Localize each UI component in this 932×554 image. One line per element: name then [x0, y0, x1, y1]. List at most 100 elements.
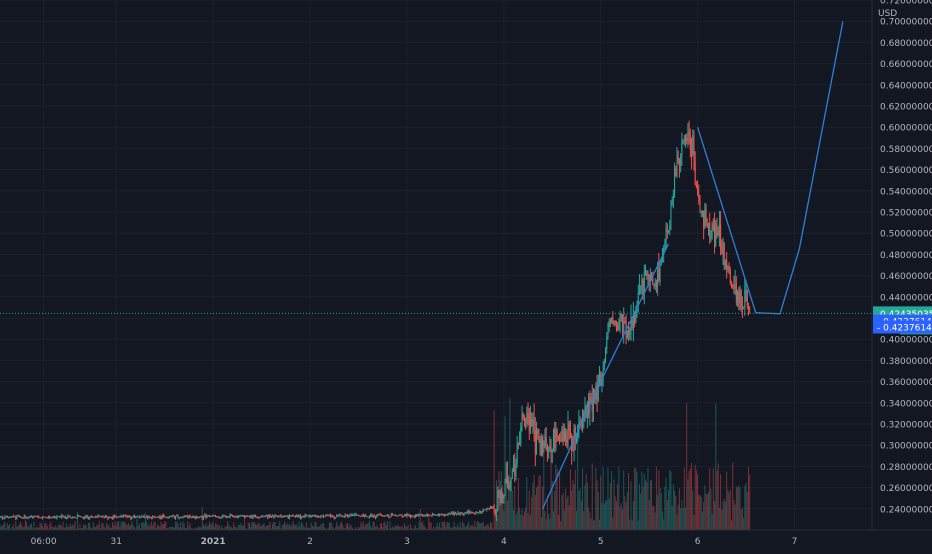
volume-bar — [163, 523, 164, 530]
trendline[interactable] — [696, 127, 757, 313]
candle-body — [446, 514, 448, 516]
candle-body — [199, 516, 201, 518]
time-axis-panel[interactable] — [0, 530, 932, 550]
volume-bar — [368, 520, 370, 530]
volume-bar — [617, 484, 619, 530]
volume-bar — [714, 501, 716, 530]
volume-bar — [320, 524, 322, 530]
volume-bar — [38, 527, 40, 530]
time-axis[interactable]: 06:00 31 2021 2 3 4 5 6 7 — [31, 537, 798, 547]
volume-bar — [348, 526, 350, 530]
volume-bar — [747, 466, 749, 530]
candle-body — [33, 516, 35, 518]
volume-bar — [114, 521, 116, 530]
volume-bar — [599, 519, 600, 530]
volume-bar — [401, 525, 403, 530]
candle-body — [546, 445, 548, 451]
candle-body — [308, 515, 310, 517]
candle-body — [230, 514, 232, 516]
candle-body — [658, 269, 660, 281]
candle-body — [35, 515, 37, 517]
price-axis-panel[interactable] — [872, 0, 932, 550]
candle-body — [118, 516, 120, 518]
time-tick-label: 31 — [111, 537, 122, 547]
volume-bar — [372, 521, 374, 530]
candle-body — [382, 515, 384, 517]
candle-body — [215, 516, 217, 518]
volume-bar — [503, 510, 505, 530]
volume-bar — [120, 521, 122, 530]
volume-bar — [640, 494, 642, 530]
volume-bar — [657, 495, 659, 530]
candle-body — [284, 515, 286, 517]
volume-bar — [16, 526, 18, 530]
candle-body — [603, 360, 605, 371]
volume-bar — [408, 528, 410, 530]
candle-body — [137, 515, 139, 517]
candle-body — [313, 515, 315, 517]
price-tick-label: 0.70000000 — [880, 18, 932, 28]
volume-bar — [255, 524, 257, 530]
trendline[interactable] — [542, 243, 670, 510]
price-tick-label: 0.30000000 — [880, 442, 932, 452]
candle-body — [235, 516, 237, 518]
candle-body — [572, 449, 574, 452]
candle-body — [353, 514, 355, 516]
volume-bar — [649, 480, 651, 530]
candle-body — [270, 516, 272, 518]
candle-body — [251, 515, 253, 518]
candle-body — [39, 517, 41, 519]
price-tag — [873, 320, 932, 334]
volume-bar — [443, 521, 445, 530]
volume-bar — [704, 485, 706, 530]
candle-body — [14, 516, 16, 518]
volume-bar — [286, 522, 288, 530]
trendlines[interactable] — [542, 21, 844, 510]
candle-body — [430, 515, 432, 517]
candle-body — [189, 515, 191, 517]
candle-body — [694, 161, 696, 185]
candle-body — [412, 515, 414, 517]
candle-body — [705, 209, 707, 227]
candle-body — [463, 514, 465, 516]
candle-body — [171, 515, 173, 517]
volume-bar — [402, 528, 404, 530]
time-tick-label: 4 — [501, 537, 507, 547]
candle-body — [514, 464, 516, 476]
volume-bar — [170, 526, 172, 530]
volume-bar — [510, 478, 512, 530]
candle-body — [286, 515, 288, 517]
price-axis[interactable]: 0.24000000 0.26000000 0.28000000 0.30000000… — [880, 0, 932, 515]
candle-body — [343, 516, 345, 518]
trendline[interactable] — [798, 21, 844, 250]
candle-body — [293, 515, 295, 517]
candle-body — [613, 321, 615, 325]
candle-body — [634, 313, 636, 323]
candle-body — [3, 517, 5, 519]
volume-bar — [519, 507, 521, 530]
volume-bar — [0, 524, 1, 530]
candle-body — [585, 406, 587, 417]
candle-body — [476, 511, 478, 513]
candle-body — [565, 431, 567, 439]
candle-body — [393, 515, 395, 517]
candle-body — [727, 267, 729, 270]
candle-body — [664, 240, 666, 250]
volume-bar — [193, 528, 195, 530]
candle-body — [668, 230, 670, 232]
candle-body — [126, 515, 128, 517]
volume-bar — [112, 521, 114, 530]
volume-bar — [661, 511, 663, 530]
candle-body — [209, 515, 211, 517]
volume-bar — [496, 480, 498, 530]
volume-bar — [327, 527, 329, 530]
volume-bar — [46, 525, 48, 530]
volume-bar — [24, 519, 26, 530]
volume-bar — [178, 527, 180, 530]
candle-body — [192, 516, 194, 518]
volume-bar — [583, 511, 585, 530]
volume-bar — [242, 525, 244, 530]
volume-bar — [646, 482, 648, 530]
